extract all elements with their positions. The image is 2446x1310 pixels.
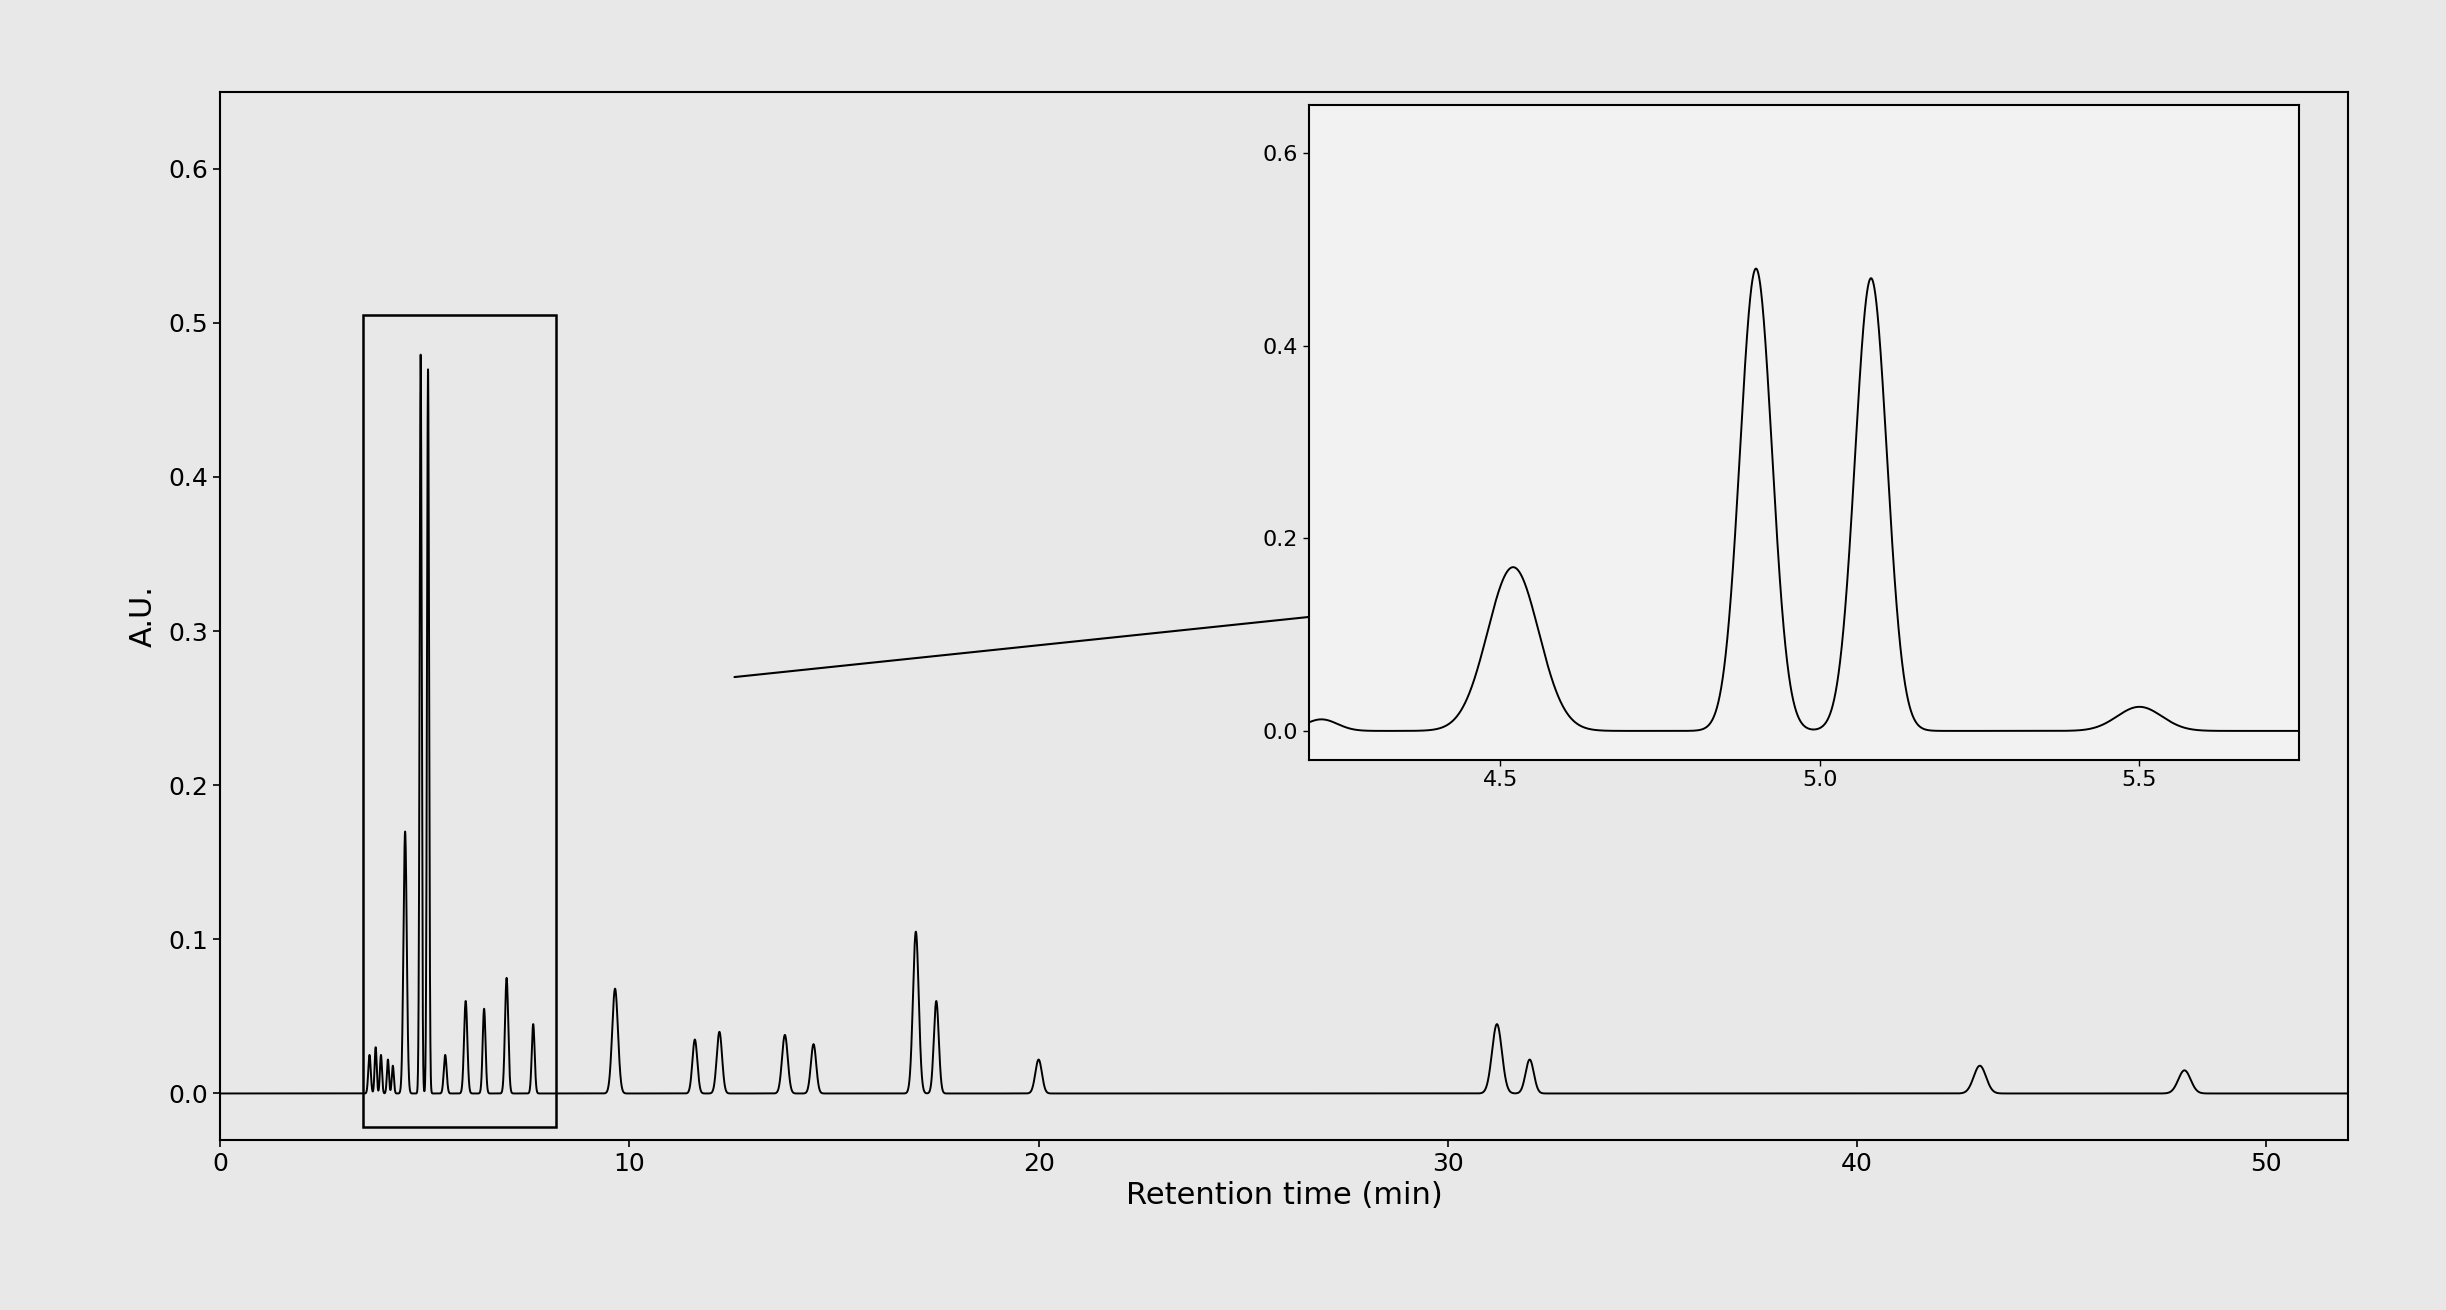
Y-axis label: A.U.: A.U. xyxy=(127,584,157,647)
Bar xyxy=(364,316,555,1128)
X-axis label: Retention time (min): Retention time (min) xyxy=(1125,1182,1443,1210)
